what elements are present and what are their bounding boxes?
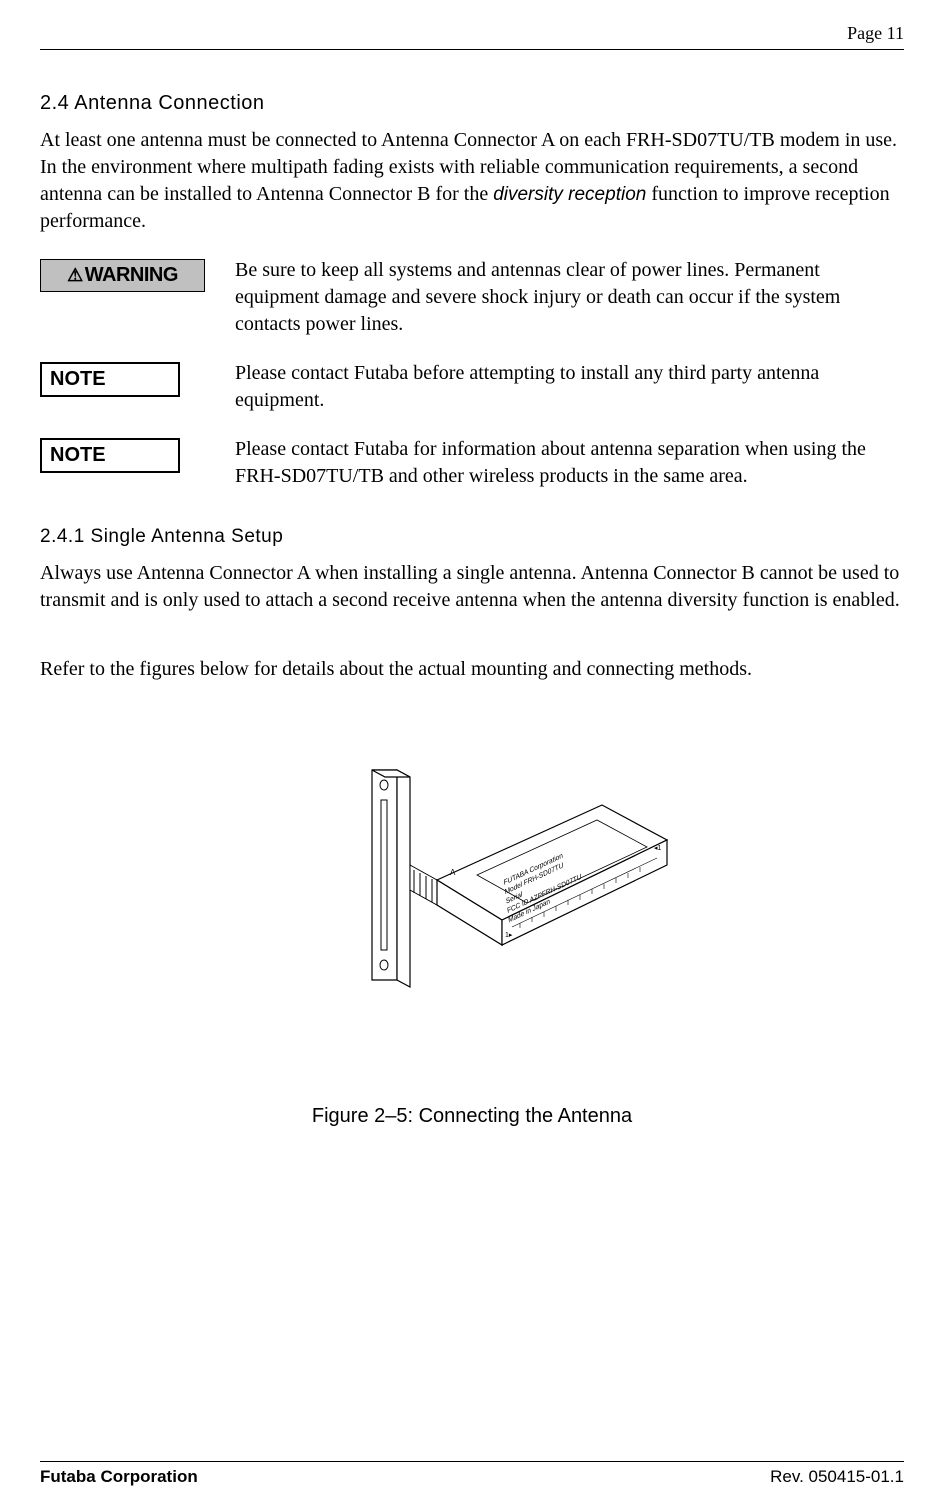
footer-company: Futaba Corporation: [40, 1466, 198, 1489]
warning-label: WARNING: [85, 262, 178, 289]
note-row-2: NOTE Please contact Futaba for informati…: [40, 436, 904, 490]
warning-text: Be sure to keep all systems and antennas…: [235, 257, 904, 338]
figure-caption: Figure 2–5: Connecting the Antenna: [40, 1103, 904, 1130]
warning-badge: ⚠WARNING: [40, 259, 205, 292]
footer-rev: Rev. 050415-01.1: [770, 1466, 904, 1489]
section-2-4-paragraph: At least one antenna must be connected t…: [40, 127, 904, 235]
figure-2-5: FUTABA Corporation Model FRH-SD07TU Seri…: [40, 745, 904, 1053]
note-badge-2: NOTE: [40, 438, 180, 473]
note-badge-wrap-2: NOTE: [40, 438, 205, 473]
note-row-1: NOTE Please contact Futaba before attemp…: [40, 360, 904, 414]
connector-a-marker: A: [450, 868, 456, 877]
subsection-para-1: Always use Antenna Connector A when inst…: [40, 560, 904, 614]
warning-triangle-icon: ⚠: [67, 263, 83, 287]
diversity-italic: diversity reception: [493, 184, 646, 205]
subsection-para-2: Refer to the figures below for details a…: [40, 656, 904, 683]
note-badge-1: NOTE: [40, 362, 180, 397]
page-footer: Futaba Corporation Rev. 050415-01.1: [40, 1461, 904, 1489]
warning-row: ⚠WARNING Be sure to keep all systems and…: [40, 257, 904, 338]
section-heading-2-4: 2.4 Antenna Connection: [40, 90, 904, 117]
page-number: Page 11: [847, 23, 904, 43]
antenna-figure-svg: FUTABA Corporation Model FRH-SD07TU Seri…: [262, 745, 682, 1045]
warning-badge-wrap: ⚠WARNING: [40, 259, 205, 292]
page-header: Page 11: [40, 20, 904, 50]
note-text-1: Please contact Futaba before attempting …: [235, 360, 904, 414]
pin-marker-2: ◂1: [654, 845, 662, 852]
note-text-2: Please contact Futaba for information ab…: [235, 436, 904, 490]
note-badge-wrap-1: NOTE: [40, 362, 205, 397]
pin-marker-1: 1▸: [505, 932, 513, 939]
subsection-heading-2-4-1: 2.4.1 Single Antenna Setup: [40, 524, 904, 550]
